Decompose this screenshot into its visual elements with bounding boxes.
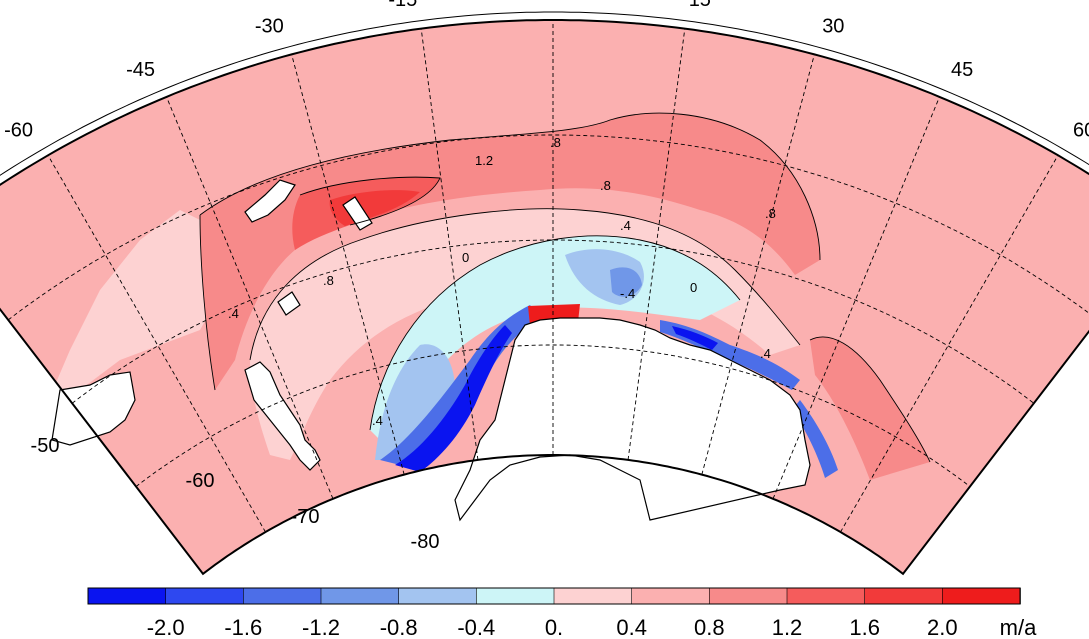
- contour-line: [809, 336, 931, 463]
- longitude-label: 60: [1073, 119, 1089, 141]
- contour-line: [299, 176, 441, 226]
- colorbar-bin: [553, 587, 633, 605]
- contour-line: [199, 112, 821, 261]
- antarctic-peninsula-land: [244, 361, 321, 471]
- field-patch-deep-blue-east: [672, 326, 718, 350]
- longitude-label: 30: [822, 15, 844, 37]
- colorbar-outline: [87, 587, 1021, 605]
- contour-line: [249, 208, 801, 361]
- longitude-label: -15: [388, 0, 417, 11]
- parallel-line: [135, 344, 971, 487]
- meridian-line: [166, 96, 334, 499]
- contour-label: 1.2: [475, 153, 493, 168]
- field-patch-near-zero: [370, 235, 740, 455]
- latitude-label: -80: [411, 531, 440, 553]
- parallel-line: [7, 134, 1089, 321]
- colorbar-bin: [941, 587, 1021, 605]
- colorbar: -2.0 -1.6 -1.2 -0.8 -0.4 0. 0.4 0.8 1.2 1.6 2.0 m/a: [87, 587, 1037, 639]
- longitude-label: -60: [4, 119, 33, 141]
- latitude-label: -50: [31, 435, 60, 457]
- contour-label: .8: [600, 178, 611, 193]
- field-patch-blue-north: [610, 267, 642, 297]
- contour-label: .8: [550, 135, 561, 150]
- colorbar-bin: [165, 587, 245, 605]
- meridian-line: [701, 54, 815, 475]
- colorbar-tick-label: 1.2: [772, 615, 803, 639]
- contour-label: -.4: [620, 286, 635, 301]
- contour-label: 0: [690, 280, 697, 295]
- contour-label: .8: [323, 273, 334, 288]
- colorbar-bin: [475, 587, 555, 605]
- contour-labels: .8 1.2 .8 .4 0 .8 .4 -.4 0 .4 .4 .8: [228, 135, 776, 428]
- colorbar-tick-label: 1.6: [849, 615, 880, 639]
- contour-label: .4: [760, 346, 771, 361]
- colorbar-bin: [786, 587, 866, 605]
- contour-lines: [199, 112, 931, 463]
- parallel-line: [71, 239, 1035, 404]
- island-land-mid: [277, 291, 301, 316]
- graticule: [7, 20, 1089, 533]
- colorbar-tick-label: -2.0: [147, 615, 185, 639]
- meridian-line: [840, 155, 1059, 533]
- colorbar-tick-label: 2.0: [927, 615, 958, 639]
- meridian-line: [772, 96, 940, 499]
- longitude-label: 45: [951, 59, 973, 81]
- colorbar-bin: [631, 587, 711, 605]
- colorbar-tick-label: -1.2: [302, 615, 340, 639]
- contour-label: 0: [462, 250, 469, 265]
- field-patch-east-strong: [810, 336, 930, 480]
- meridian-line: [47, 155, 266, 533]
- colorbar-tick-label: 0.: [545, 615, 563, 639]
- island-land-north: [244, 179, 296, 223]
- colorbar-tick-label: -0.8: [380, 615, 418, 639]
- latitude-labels: -50 -60 -70 -80: [31, 435, 440, 553]
- colorbar-tick-label: -1.6: [224, 615, 262, 639]
- colorbar-tick-label: 0.4: [616, 615, 647, 639]
- south-america-land: [51, 371, 136, 446]
- colorbar-bin: [708, 587, 788, 605]
- colorbar-tick-label: -0.4: [457, 615, 495, 639]
- colorbar-bin: [87, 587, 167, 605]
- meridian-line: [627, 28, 686, 460]
- map-boundary: [0, 19, 1089, 576]
- contour-label: .4: [228, 306, 239, 321]
- contour-label: .4: [372, 413, 383, 428]
- contour-label: .8: [765, 206, 776, 221]
- contour-line: [199, 214, 216, 391]
- meridian-line: [420, 28, 479, 460]
- contour-label: .4: [620, 218, 631, 233]
- longitude-label: -45: [126, 59, 155, 81]
- latitude-label: -70: [291, 506, 320, 528]
- field-layer: [0, 20, 1089, 574]
- island-land-small: [342, 196, 373, 231]
- colorbar-bin: [243, 587, 322, 605]
- meridian-line: [291, 54, 405, 475]
- colorbar-bin: [320, 587, 400, 605]
- field-patch-deep-blue-coast: [395, 325, 512, 472]
- colorbar-bin: [864, 587, 944, 605]
- colorbar-bin: [398, 587, 478, 605]
- field-patch-blue-far-east: [792, 400, 838, 478]
- colorbar-unit-label: m/a: [1000, 615, 1037, 639]
- map-outer-ring: [0, 11, 1089, 176]
- colorbar-tick-label: 0.8: [694, 615, 725, 639]
- field-patch-pale-west: [40, 210, 225, 420]
- contour-line: [369, 235, 741, 431]
- longitude-labels: -75-60-45-30-1501530456075: [4, 0, 1089, 141]
- land-layer: [51, 179, 811, 522]
- longitude-label: -30: [255, 15, 284, 37]
- antarctica-land: [454, 317, 811, 522]
- longitude-label: 0: [547, 0, 558, 2]
- latitude-label: -60: [186, 470, 215, 492]
- longitude-label: 15: [689, 0, 711, 11]
